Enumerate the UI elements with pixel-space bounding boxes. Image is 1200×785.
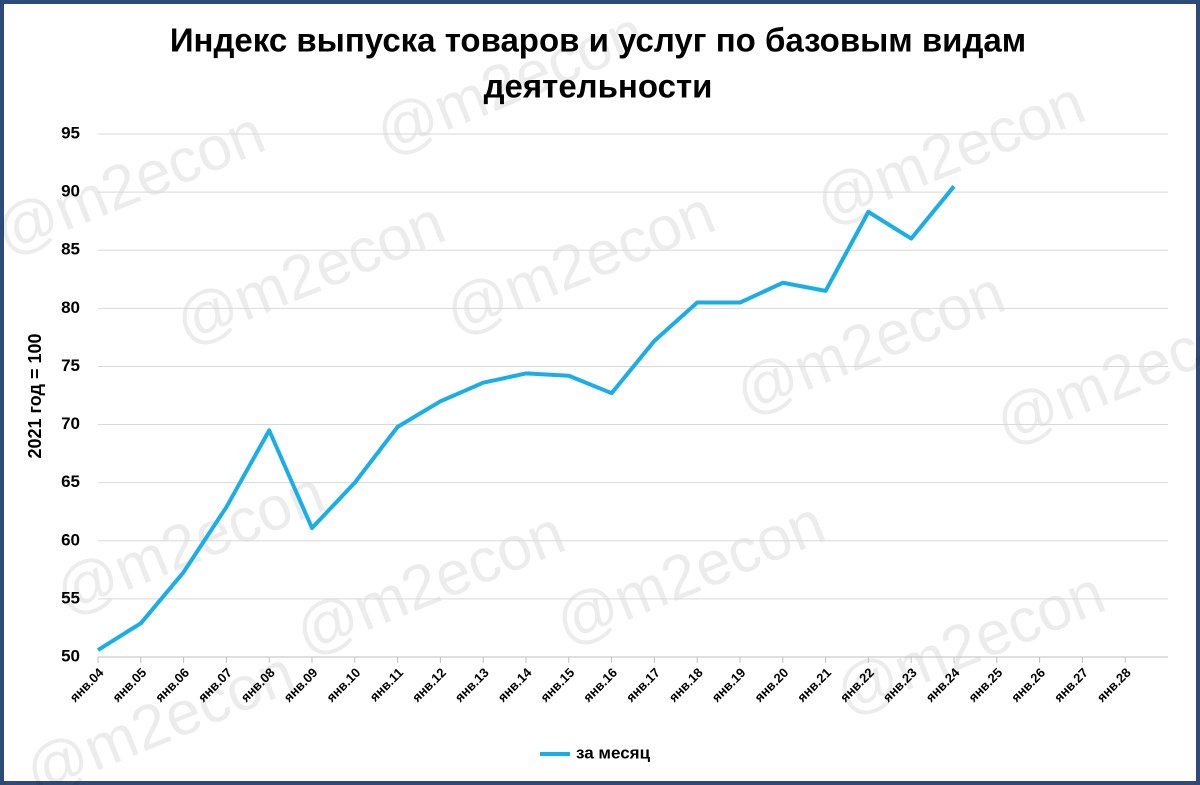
- chart-title: Индекс выпуска товаров и услуг по базовы…: [170, 22, 1026, 59]
- y-tick-label: 65: [61, 472, 80, 491]
- chart-subtitle: деятельности: [484, 68, 713, 105]
- y-tick-label: 95: [61, 123, 80, 142]
- y-tick-label: 50: [61, 646, 80, 665]
- y-tick-label: 85: [61, 240, 80, 259]
- y-tick-label: 60: [61, 530, 80, 549]
- y-tick-label: 80: [61, 298, 80, 317]
- y-axis-label: 2021 год = 100: [25, 333, 45, 458]
- y-tick-label: 70: [61, 414, 80, 433]
- y-tick-label: 90: [61, 182, 80, 201]
- legend-label: за месяц: [576, 743, 651, 762]
- data-line: [96, 185, 956, 652]
- y-tick-label: 55: [61, 588, 80, 607]
- y-tick-label: 75: [61, 356, 80, 375]
